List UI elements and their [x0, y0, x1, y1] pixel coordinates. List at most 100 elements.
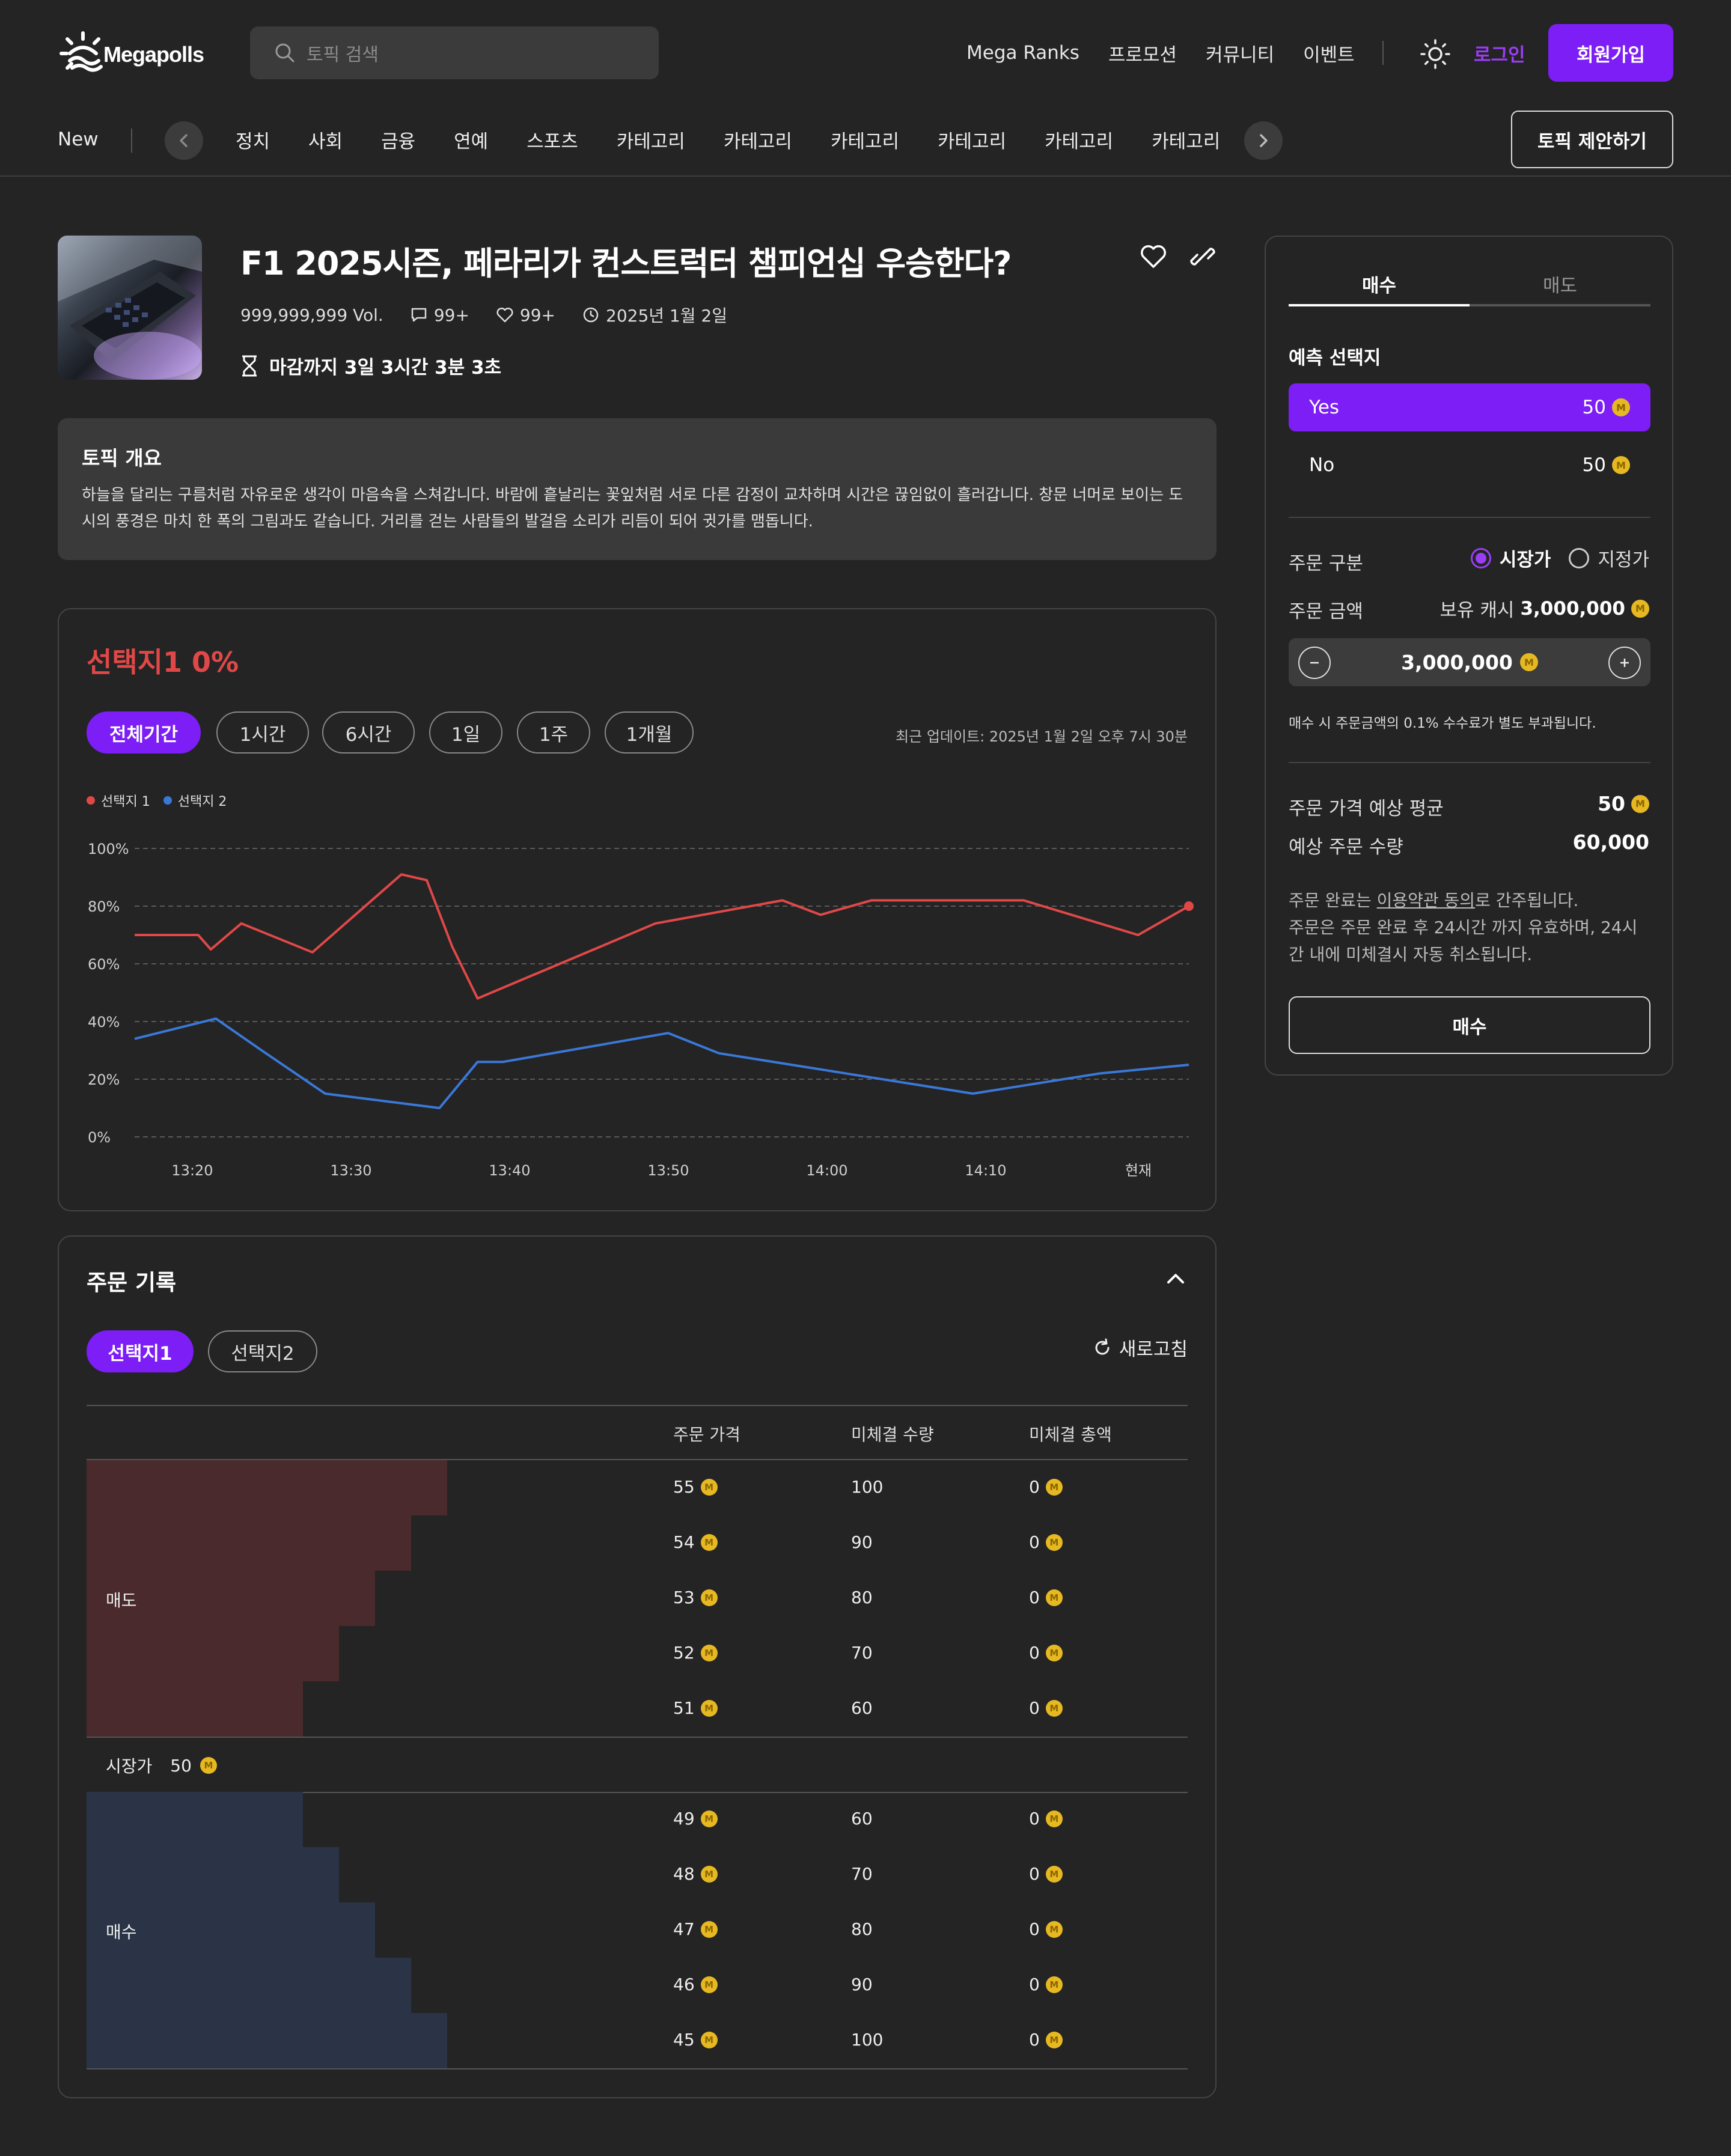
range-1h[interactable]: 1시간 — [216, 711, 309, 754]
fee-note: 매수 시 주문금액의 0.1% 수수료가 별도 부과됩니다. — [1289, 716, 1596, 731]
buy-row-price-value: 45 — [673, 2030, 695, 2050]
buy-row-price: 48 M — [673, 1864, 718, 1884]
sell-row-qty-value: 60 — [851, 1698, 873, 1718]
logo[interactable]: Megapolls — [58, 28, 214, 82]
terms-line2: 주문은 주문 완료 후 24시간 까지 유효하며, 24시간 내에 미체결시 자… — [1289, 918, 1638, 964]
y-tick-label: 100% — [88, 841, 129, 857]
category-next-button[interactable] — [1244, 121, 1283, 160]
trade-panel: 매수 매도 예측 선택지 Yes 50 M No 50 M 주문 구분 시장가 지정… — [1265, 236, 1673, 1076]
radio-limit[interactable]: 지정가 — [1569, 544, 1649, 571]
holding-cash: 보유 캐시 3,000,000 M — [1440, 595, 1649, 622]
category-prev-button[interactable] — [165, 121, 203, 160]
search-box[interactable]: 토픽 검색 — [250, 26, 659, 79]
option-yes[interactable]: Yes 50 M — [1289, 383, 1650, 431]
buy-row-total-value: 0 — [1029, 2030, 1040, 2050]
sell-row-price: 52 M — [673, 1643, 718, 1663]
category-item[interactable]: 사회 — [308, 131, 343, 153]
login-link[interactable]: 로그인 — [1474, 44, 1525, 66]
increase-button[interactable] — [1608, 647, 1641, 679]
like-count: 99+ — [519, 305, 556, 325]
market-price-row: 시장가 50 M — [106, 1753, 217, 1777]
nav-mega-ranks[interactable]: Mega Ranks — [966, 42, 1079, 64]
coin-icon: M — [1631, 794, 1649, 813]
range-all[interactable]: 전체기간 — [87, 711, 201, 754]
range-1w[interactable]: 1주 — [517, 711, 590, 754]
buy-depth-bar — [87, 1847, 339, 1902]
amount-display[interactable]: 3,000,000 M — [1289, 638, 1650, 686]
comment-icon — [411, 308, 427, 322]
category-item[interactable]: 스포츠 — [527, 131, 578, 153]
topic-likes[interactable]: 99+ — [496, 305, 555, 325]
divider — [1289, 762, 1650, 763]
category-item[interactable]: 카테고리 — [1152, 131, 1221, 153]
col-qty: 미체결 수량 — [851, 1425, 934, 1445]
buy-row-price: 49 M — [673, 1809, 718, 1829]
tab-sell[interactable]: 매도 — [1470, 263, 1650, 306]
propose-topic-button[interactable]: 토픽 제안하기 — [1511, 111, 1673, 168]
favorite-heart-icon[interactable] — [1138, 242, 1168, 272]
header: Megapolls 토픽 검색 Mega Ranks 프로모션 커뮤니티 이벤트… — [0, 0, 1731, 106]
x-tick-label: 13:50 — [647, 1162, 689, 1179]
sell-row-total-value: 0 — [1029, 1588, 1040, 1607]
y-tick-label: 80% — [88, 898, 120, 915]
signup-button[interactable]: 회원가입 — [1548, 24, 1673, 82]
chevron-up-icon[interactable] — [1164, 1267, 1188, 1291]
sell-row-qty: 90 — [851, 1532, 873, 1552]
category-item[interactable]: 카테고리 — [830, 131, 900, 153]
decrease-button[interactable] — [1298, 647, 1331, 679]
submit-buy-button[interactable]: 매수 — [1289, 996, 1650, 1054]
category-item[interactable]: 연예 — [454, 131, 489, 153]
y-tick-label: 40% — [88, 1014, 120, 1031]
range-1d[interactable]: 1일 — [429, 711, 502, 754]
market-price: 50 — [170, 1755, 192, 1776]
divider — [1289, 517, 1650, 518]
tab-buy[interactable]: 매수 — [1289, 263, 1470, 306]
category-item[interactable]: 금융 — [381, 131, 416, 153]
radio-market[interactable]: 시장가 — [1470, 544, 1551, 571]
nav-community[interactable]: 커뮤니티 — [1206, 44, 1275, 66]
category-item[interactable]: 카테고리 — [938, 131, 1007, 153]
qty-value: 60,000 — [1572, 830, 1649, 854]
buy-row-price-value: 46 — [673, 1975, 695, 1994]
minus-icon — [1310, 662, 1319, 664]
price-chart: 0% 20% 40% 60% 80% 100% 13:20 13:30 13:40 13:50 14… — [88, 841, 1194, 1179]
category-item[interactable]: 카테고리 — [616, 131, 685, 153]
coin-icon: M — [700, 1533, 718, 1551]
terms-link[interactable]: 이용약관 동의 — [1376, 891, 1476, 910]
range-1m[interactable]: 1개월 — [605, 711, 694, 754]
coin-icon: M — [1631, 599, 1649, 618]
share-link-icon[interactable] — [1188, 242, 1218, 272]
deadline-text: 마감까지 3일 3시간 3분 3초 — [269, 357, 502, 379]
order-tab-option2[interactable]: 선택지2 — [208, 1330, 317, 1372]
coin-icon: M — [1045, 1810, 1063, 1827]
category-item[interactable]: 카테고리 — [1045, 131, 1114, 153]
category-item[interactable]: 카테고리 — [723, 131, 792, 153]
logo-text: Megapolls — [103, 42, 204, 67]
range-6h[interactable]: 6시간 — [322, 711, 415, 754]
buy-row-qty: 100 — [851, 2030, 883, 2050]
topic-meta: 999,999,999 Vol. 99+ 99+ 2025년 1월 2일 — [240, 303, 727, 327]
order-type-label: 주문 구분 — [1289, 553, 1363, 574]
nav-promotion[interactable]: 프로모션 — [1108, 44, 1177, 66]
refresh-button[interactable]: 새로고침 — [1093, 1334, 1188, 1361]
topic-comments[interactable]: 99+ — [410, 305, 469, 325]
order-tab-option1[interactable]: 선택지1 — [87, 1330, 194, 1372]
sell-row-qty: 60 — [851, 1698, 873, 1718]
legend-series-1: 선택지 1 — [87, 791, 150, 810]
heart-icon — [496, 307, 513, 323]
refresh-icon — [1095, 1338, 1110, 1354]
buy-row-price-value: 47 — [673, 1919, 695, 1939]
nav-event[interactable]: 이벤트 — [1303, 44, 1355, 66]
theme-toggle-sun-icon[interactable] — [1420, 38, 1451, 70]
option-no[interactable]: No 50 M — [1289, 441, 1650, 489]
category-item[interactable]: 정치 — [236, 131, 270, 153]
sell-row-total-value: 0 — [1029, 1532, 1040, 1552]
sell-depth-bar — [87, 1460, 447, 1515]
col-total: 미체결 총액 — [1029, 1425, 1112, 1445]
category-new[interactable]: New — [58, 129, 99, 150]
market-top-border — [87, 1737, 1188, 1738]
topic-overview: 토픽 개요 하늘을 달리는 구름처럼 자유로운 생각이 마음속을 스쳐갑니다. … — [58, 418, 1217, 560]
